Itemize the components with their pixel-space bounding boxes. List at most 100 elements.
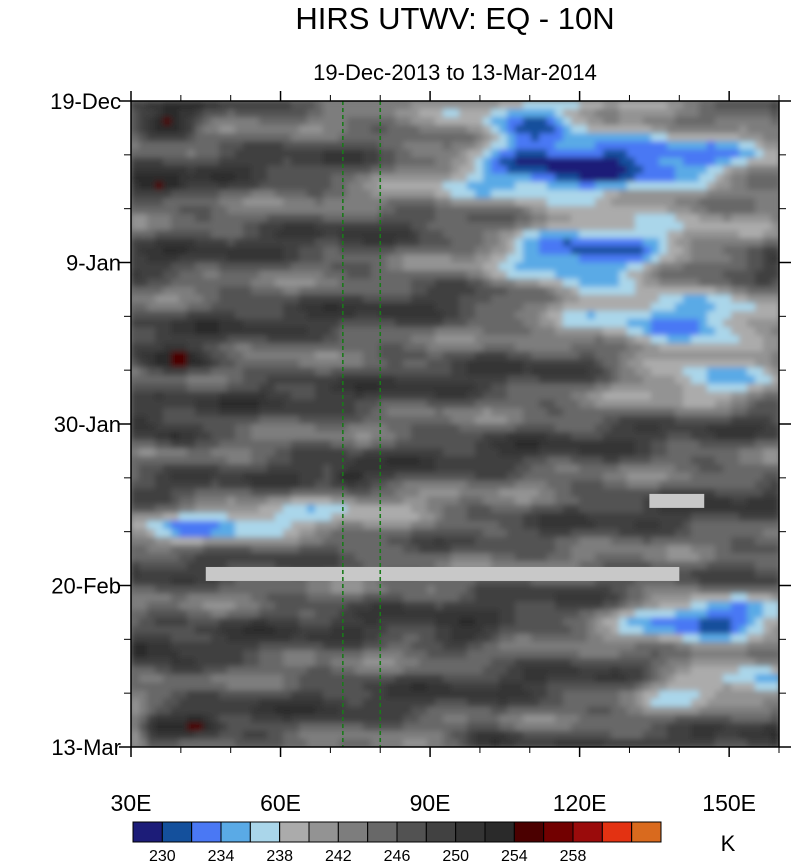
field-cell <box>131 286 140 296</box>
field-cell <box>659 343 668 352</box>
field-cell <box>731 561 740 570</box>
field-cell <box>347 367 356 377</box>
field-cell <box>195 310 204 320</box>
field-cell <box>379 472 388 482</box>
field-cell <box>651 101 660 110</box>
field-cell <box>643 537 652 546</box>
field-cell <box>331 141 340 151</box>
field-cell <box>259 537 268 546</box>
field-cell <box>691 440 700 449</box>
field-cell <box>363 553 372 562</box>
field-cell <box>251 448 260 457</box>
field-cell <box>275 214 284 223</box>
field-cell <box>139 415 148 425</box>
field-cell <box>379 424 388 433</box>
field-cell <box>699 537 708 546</box>
field-cell <box>379 432 388 441</box>
field-cell <box>459 375 468 385</box>
field-cell <box>667 520 676 530</box>
field-cell <box>747 545 756 554</box>
field-cell <box>739 480 748 490</box>
field-cell <box>259 214 268 223</box>
field-cell <box>291 415 300 425</box>
field-cell <box>739 310 748 320</box>
field-cell <box>683 181 692 191</box>
field-cell <box>155 205 164 215</box>
field-cell <box>179 214 188 223</box>
field-cell <box>739 528 748 538</box>
field-cell <box>235 222 244 231</box>
field-cell <box>675 141 684 151</box>
field-cell <box>243 553 252 562</box>
field-cell <box>547 359 556 369</box>
field-cell <box>507 278 516 288</box>
field-cell <box>603 472 612 482</box>
field-cell <box>659 254 668 264</box>
field-cell <box>651 537 660 546</box>
field-cell <box>139 480 148 490</box>
field-cell <box>571 351 580 360</box>
field-cell <box>211 343 220 352</box>
field-cell <box>539 488 548 498</box>
field-cell <box>571 286 580 296</box>
field-cell <box>723 222 732 231</box>
field-cell <box>731 302 740 312</box>
field-cell <box>523 109 532 118</box>
field-cell <box>163 472 172 482</box>
field-cell <box>451 545 460 554</box>
field-cell <box>139 286 148 296</box>
field-cell <box>651 448 660 457</box>
field-cell <box>275 165 284 175</box>
field-cell <box>363 157 372 167</box>
field-cell <box>475 448 484 457</box>
field-cell <box>515 432 524 441</box>
field-cell <box>411 448 420 457</box>
field-cell <box>307 577 316 587</box>
field-cell <box>147 125 156 134</box>
field-cell <box>739 415 748 425</box>
field-cell <box>619 270 628 280</box>
field-cell <box>243 488 252 498</box>
field-cell <box>707 496 716 506</box>
field-cell <box>579 399 588 409</box>
field-cell <box>163 222 172 231</box>
field-cell <box>355 319 364 328</box>
field-cell <box>251 553 260 562</box>
field-cell <box>635 141 644 151</box>
field-cell <box>403 319 412 328</box>
field-cell <box>387 375 396 385</box>
field-cell <box>635 197 644 207</box>
field-cell <box>659 205 668 215</box>
field-cell <box>643 432 652 441</box>
field-cell <box>179 415 188 425</box>
field-cell <box>627 367 636 377</box>
field-cell <box>667 472 676 482</box>
field-cell <box>315 593 324 603</box>
field-cell <box>539 440 548 449</box>
field-cell <box>379 359 388 369</box>
field-cell <box>187 270 196 280</box>
field-cell <box>475 375 484 385</box>
field-cell <box>475 181 484 191</box>
field-cell <box>771 238 779 247</box>
field-cell <box>251 593 260 603</box>
field-cell <box>355 537 364 546</box>
field-cell <box>427 238 436 247</box>
field-cell <box>355 448 364 457</box>
field-cell <box>275 173 284 183</box>
field-cell <box>363 173 372 183</box>
field-cell <box>771 133 779 142</box>
field-cell <box>667 464 676 474</box>
field-cell <box>171 399 180 409</box>
field-cell <box>283 165 292 175</box>
field-cell <box>235 488 244 498</box>
field-cell <box>411 319 420 328</box>
field-cell <box>275 197 284 207</box>
field-cell <box>243 125 252 134</box>
field-cell <box>715 310 724 320</box>
field-cell <box>451 270 460 280</box>
field-cell <box>331 448 340 457</box>
field-cell <box>667 528 676 538</box>
field-cell <box>147 359 156 369</box>
field-cell <box>299 456 308 465</box>
